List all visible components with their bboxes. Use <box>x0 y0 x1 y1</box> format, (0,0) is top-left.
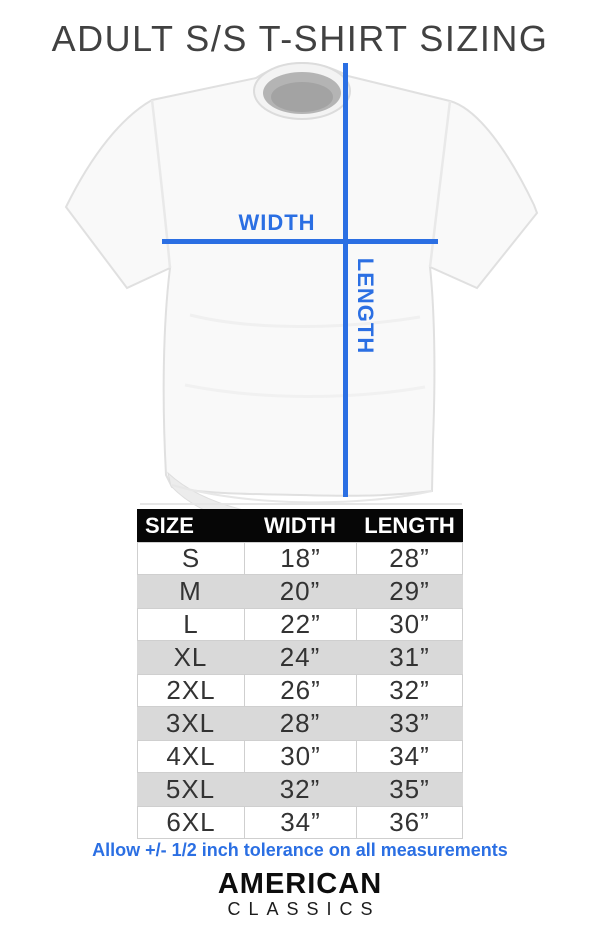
page-title: ADULT S/S T-SHIRT SIZING <box>51 18 549 59</box>
length-cell: 29” <box>389 576 430 606</box>
width-cell: 34” <box>244 806 356 839</box>
size-cell: M <box>179 576 202 606</box>
width-cell: 18” <box>244 542 356 575</box>
tshirt-diagram: WIDTH LENGTH <box>0 55 600 510</box>
size-cell: L <box>137 608 244 641</box>
size-cell: 2XL <box>137 674 244 707</box>
width-cell: 20” <box>279 576 321 606</box>
tolerance-note: Allow +/- 1/2 inch tolerance on all meas… <box>92 840 508 860</box>
wrinkle-line <box>184 383 426 398</box>
table-row: 5XL 32” 35” <box>137 773 463 806</box>
right-sleeve-seam <box>428 100 452 268</box>
hem-fold <box>167 471 246 510</box>
width-measure-line <box>162 239 438 244</box>
table-row: 2XL 26” 32” <box>137 674 463 707</box>
brand-subname: CLASSICS <box>227 899 381 919</box>
table-row: L 22” 30” <box>137 608 463 641</box>
size-cell: S <box>137 542 244 575</box>
tshirt-body <box>64 61 539 497</box>
length-cell: 30” <box>356 608 463 641</box>
column-header-size: SIZE <box>145 512 194 538</box>
brand-name: AMERICAN <box>217 868 383 900</box>
length-label: LENGTH <box>353 257 378 355</box>
table-row: S 18” 28” <box>137 542 463 575</box>
width-label: WIDTH <box>238 210 316 235</box>
width-cell: 24” <box>279 642 321 672</box>
table-row: M 20” 29” <box>137 575 463 608</box>
size-cell: 3XL <box>165 708 216 738</box>
collar-shadow <box>271 82 333 112</box>
size-cell: 5XL <box>165 774 216 804</box>
width-cell: 32” <box>279 774 321 804</box>
tshirt-illustration <box>64 61 539 510</box>
size-cell: 4XL <box>137 740 244 773</box>
width-cell: 30” <box>244 740 356 773</box>
hem-line <box>171 484 433 504</box>
brand-logo: AMERICAN CLASSICS <box>0 868 600 919</box>
table-row: 4XL 30” 34” <box>137 740 463 773</box>
length-cell: 32” <box>356 674 463 707</box>
left-sleeve-seam <box>150 99 172 269</box>
length-cell: 33” <box>389 708 430 738</box>
column-header-width: WIDTH <box>263 512 337 538</box>
length-cell: 31” <box>389 642 430 672</box>
column-header-length: LENGTH <box>364 512 455 538</box>
size-table-header: SIZE WIDTH LENGTH <box>137 509 463 542</box>
length-cell: 35” <box>389 774 430 804</box>
size-cell: 6XL <box>137 806 244 839</box>
length-cell: 36” <box>356 806 463 839</box>
width-cell: 22” <box>244 608 356 641</box>
size-table: SIZE WIDTH LENGTH S 18” 28” M 20” 29” L … <box>137 509 463 839</box>
length-cell: 28” <box>356 542 463 575</box>
length-cell: 34” <box>356 740 463 773</box>
table-row: 3XL 28” 33” <box>137 707 463 740</box>
table-row: XL 24” 31” <box>137 641 463 674</box>
table-row: 6XL 34” 36” <box>137 806 463 839</box>
length-measure-line <box>343 63 348 497</box>
shirt-shadow-line <box>140 503 462 505</box>
wrinkle-line <box>189 313 421 328</box>
width-cell: 26” <box>244 674 356 707</box>
width-cell: 28” <box>279 708 321 738</box>
size-cell: XL <box>173 642 208 672</box>
